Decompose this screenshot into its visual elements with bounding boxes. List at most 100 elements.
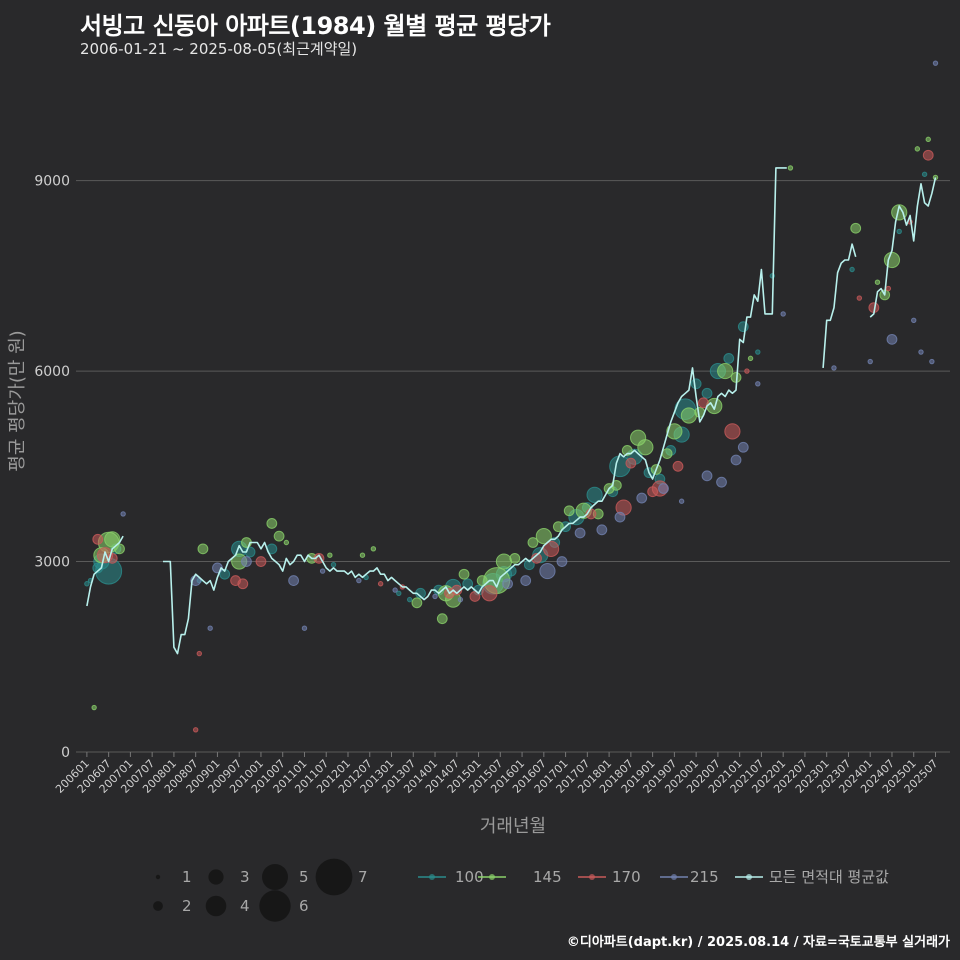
point-170 (196, 650, 203, 657)
point-145 (666, 423, 683, 440)
point-170 (885, 285, 892, 292)
point-170 (192, 727, 199, 733)
size-legend-label: 4 (240, 897, 250, 915)
average-line (86, 167, 937, 655)
size-legend-dot (262, 864, 288, 890)
point-215 (755, 381, 761, 387)
point-215 (867, 358, 873, 365)
point-170 (697, 397, 709, 409)
point-145 (563, 505, 575, 517)
point-100 (921, 171, 928, 177)
point-145 (914, 146, 921, 152)
point-215 (831, 365, 837, 371)
grid-lines (76, 180, 950, 753)
chart-title: 서빙고 신동아 아파트(1984) 월별 평균 평당가 (80, 12, 551, 40)
legend-label: 145 (533, 868, 562, 886)
point-215 (319, 568, 326, 574)
point-170 (856, 295, 863, 301)
point-145 (747, 355, 754, 362)
average-line-segment (869, 177, 937, 318)
point-215 (556, 556, 568, 567)
point-170 (672, 460, 684, 472)
point-145 (197, 543, 209, 555)
point-100 (462, 578, 474, 590)
point-170 (451, 584, 463, 596)
point-215 (636, 492, 648, 504)
point-215 (658, 483, 669, 494)
point-170 (625, 457, 637, 469)
y-tick-label: 9000 (34, 174, 70, 190)
point-100 (690, 378, 702, 390)
point-145 (787, 165, 794, 171)
point-100 (586, 486, 603, 503)
size-legend-dot (315, 858, 353, 896)
point-215 (929, 358, 935, 365)
point-215 (886, 333, 898, 345)
x-axis-ticks: 2006012006072007012007072008012008072009… (53, 752, 941, 796)
legend-key-dot (489, 874, 495, 880)
point-170 (92, 533, 104, 545)
point-145 (91, 704, 97, 711)
point-145 (850, 222, 862, 234)
point-145 (680, 407, 697, 424)
point-215 (737, 441, 749, 453)
y-axis-title: 평균 평당가(만 원) (7, 330, 28, 471)
y-tick-label: 6000 (34, 364, 70, 380)
legend-key-dot (746, 874, 752, 880)
point-215 (120, 511, 126, 517)
point-215 (356, 577, 362, 584)
point-215 (288, 575, 299, 586)
point-145 (327, 552, 333, 558)
point-100 (406, 596, 413, 603)
size-legend-dot (205, 895, 227, 917)
point-145 (266, 518, 278, 529)
point-145 (359, 552, 366, 558)
average-line-segment (163, 167, 787, 655)
legend-label: 100 (455, 868, 484, 886)
point-100 (523, 559, 535, 571)
y-tick-label: 0 (61, 745, 70, 761)
legend: 1 2 3 4 5 6 7 100 145 170 215 모든 면적대 평균값 (153, 858, 889, 922)
size-legend-label: 6 (299, 897, 309, 915)
point-170 (531, 552, 542, 564)
point-145 (104, 531, 121, 548)
point-145 (411, 597, 423, 609)
point-215 (520, 575, 532, 586)
size-legend-dot (208, 869, 224, 885)
point-100 (701, 387, 713, 399)
point-145 (114, 543, 125, 555)
legend-key-dot (671, 874, 677, 880)
point-145 (552, 521, 564, 533)
point-145 (509, 552, 521, 564)
point-215 (207, 625, 213, 631)
size-legend-label: 7 (358, 868, 368, 886)
point-215 (918, 349, 924, 355)
source-credit: ©디아파트(dapt.kr) / 2025.08.14 / 자료=국토교통부 실… (566, 935, 950, 950)
point-145 (706, 397, 723, 415)
legend-label: 215 (690, 868, 719, 886)
point-145 (874, 279, 881, 285)
average-line-segment (86, 535, 124, 607)
average-line-segment (822, 243, 857, 368)
point-215 (596, 524, 608, 536)
size-legend-dot (153, 901, 163, 911)
point-215 (730, 454, 742, 466)
data-points (84, 60, 939, 733)
x-axis-title: 거래년월 (480, 816, 546, 837)
point-170 (481, 585, 498, 602)
point-170 (255, 556, 267, 567)
point-215 (241, 556, 252, 567)
point-170 (744, 368, 750, 374)
size-legend-label: 3 (240, 868, 250, 886)
point-170 (922, 149, 934, 161)
point-145 (925, 136, 931, 143)
point-100 (723, 352, 735, 364)
y-tick-label: 3000 (34, 555, 70, 571)
point-100 (849, 266, 855, 273)
point-100 (396, 590, 402, 596)
point-145 (535, 528, 552, 545)
point-100 (896, 228, 902, 235)
point-215 (911, 317, 917, 323)
point-170 (237, 578, 249, 590)
